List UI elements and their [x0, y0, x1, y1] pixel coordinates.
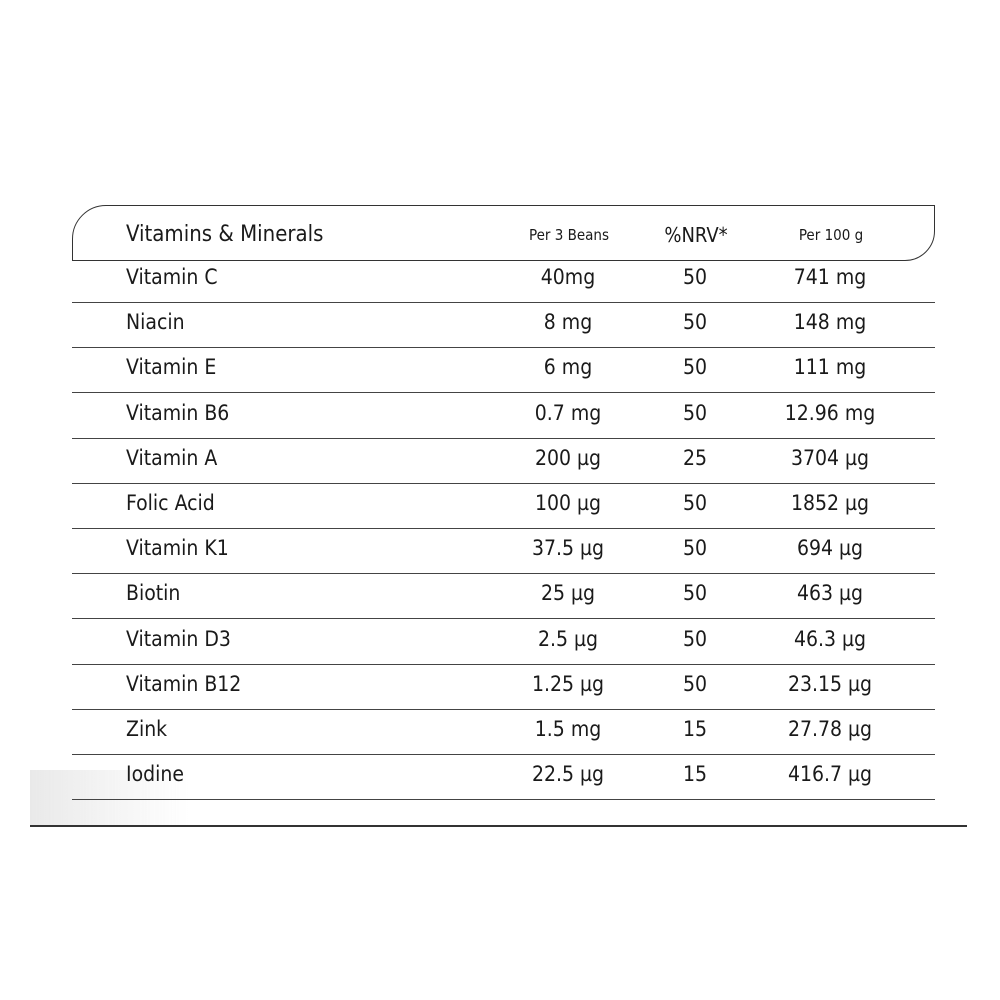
per-3-beans-value: 0.7 mg: [534, 400, 602, 425]
per-3-beans-value: 37.5 µg: [531, 536, 605, 561]
per-3-beans-value: 25 µg: [540, 581, 596, 606]
per-100g-value: 694 µg: [796, 536, 864, 561]
per-100g-value: 463 µg: [796, 581, 864, 606]
per-3-beans-value: 200 µg: [534, 445, 602, 470]
table-row: Biotin 25 µg 50 463 µg: [72, 573, 935, 620]
nrv-value: 50: [682, 310, 708, 335]
per-3-beans-value: 40mg: [540, 265, 596, 289]
nutrient-name: Vitamin A: [126, 445, 218, 470]
table-row: Zink 1.5 mg 15 27.78 µg: [72, 709, 935, 755]
nrv-value: 50: [682, 355, 708, 380]
table-row: Vitamin A 200 µg 25 3704 µg: [72, 438, 935, 484]
table-row: Folic Acid 100 µg 50 1852 µg: [72, 483, 935, 529]
per-3-beans-value: 22.5 µg: [531, 762, 605, 787]
table-row: Niacin 8 mg 50 148 mg: [72, 302, 935, 349]
header-nutrient: Vitamins & Minerals: [126, 222, 324, 247]
table-row: Iodine 22.5 µg 15 416.7 µg: [72, 754, 935, 801]
per-100g-value: 111 mg: [793, 355, 867, 380]
per-3-beans-value: 100 µg: [534, 491, 602, 515]
per-3-beans-value: 1.5 mg: [534, 717, 602, 741]
nutrient-name: Folic Acid: [126, 491, 215, 515]
per-100g-value: 23.15 µg: [787, 671, 873, 696]
per-3-beans-value: 6 mg: [543, 355, 593, 380]
nutrient-name: Vitamin B12: [126, 671, 242, 696]
per-100g-value: 148 mg: [793, 310, 867, 335]
table-header: Vitamins & Minerals Per 3 Beans %NRV* Pe…: [72, 205, 935, 261]
per-3-beans-value: 8 mg: [543, 310, 593, 335]
per-100g-value: 27.78 µg: [787, 717, 873, 741]
per-3-beans-value: 2.5 µg: [537, 626, 599, 651]
per-100g-value: 416.7 µg: [787, 762, 873, 787]
table-row: Vitamin B12 1.25 µg 50 23.15 µg: [72, 664, 935, 710]
table-row: Vitamin B6 0.7 mg 50 12.96 mg: [72, 393, 935, 439]
header-per-3-beans: Per 3 Beans: [528, 226, 610, 244]
per-100g-value: 1852 µg: [790, 491, 870, 515]
nrv-value: 50: [682, 400, 708, 425]
nrv-value: 50: [682, 536, 708, 561]
nrv-value: 50: [682, 491, 708, 515]
nutrient-name: Vitamin B6: [126, 400, 230, 425]
per-100g-value: 741 mg: [793, 265, 867, 289]
per-3-beans-value: 1.25 µg: [531, 671, 605, 696]
nutrient-name: Zink: [126, 717, 168, 741]
nutrient-name: Vitamin D3: [126, 626, 231, 651]
per-100g-value: 3704 µg: [790, 445, 870, 470]
per-100g-value: 46.3 µg: [793, 626, 867, 651]
nrv-value: 50: [682, 265, 708, 289]
nrv-value: 50: [682, 671, 708, 696]
nrv-value: 15: [682, 762, 708, 787]
nutrient-name: Vitamin K1: [126, 536, 229, 561]
table-row: Vitamin K1 37.5 µg 50 694 µg: [72, 528, 935, 575]
header-nrv: %NRV*: [664, 223, 728, 247]
divider: [30, 825, 967, 827]
shadow-decoration: [30, 770, 190, 825]
header-per-100g: Per 100 g: [798, 226, 864, 244]
table-row: Vitamin E 6 mg 50 111 mg: [72, 347, 935, 394]
per-100g-value: 12.96 mg: [784, 400, 876, 425]
nutrient-name: Vitamin E: [126, 355, 217, 380]
nutrient-name: Niacin: [126, 310, 185, 335]
table-row: Vitamin C 40mg 50 741 mg: [72, 257, 935, 303]
nrv-value: 50: [682, 626, 708, 651]
table-row: Vitamin D3 2.5 µg 50 46.3 µg: [72, 619, 935, 665]
nrv-value: 25: [682, 445, 708, 470]
nrv-value: 15: [682, 717, 708, 741]
nrv-value: 50: [682, 581, 708, 606]
nutrient-name: Biotin: [126, 581, 181, 606]
nutrient-name: Iodine: [126, 762, 184, 787]
nutrient-name: Vitamin C: [126, 265, 218, 289]
